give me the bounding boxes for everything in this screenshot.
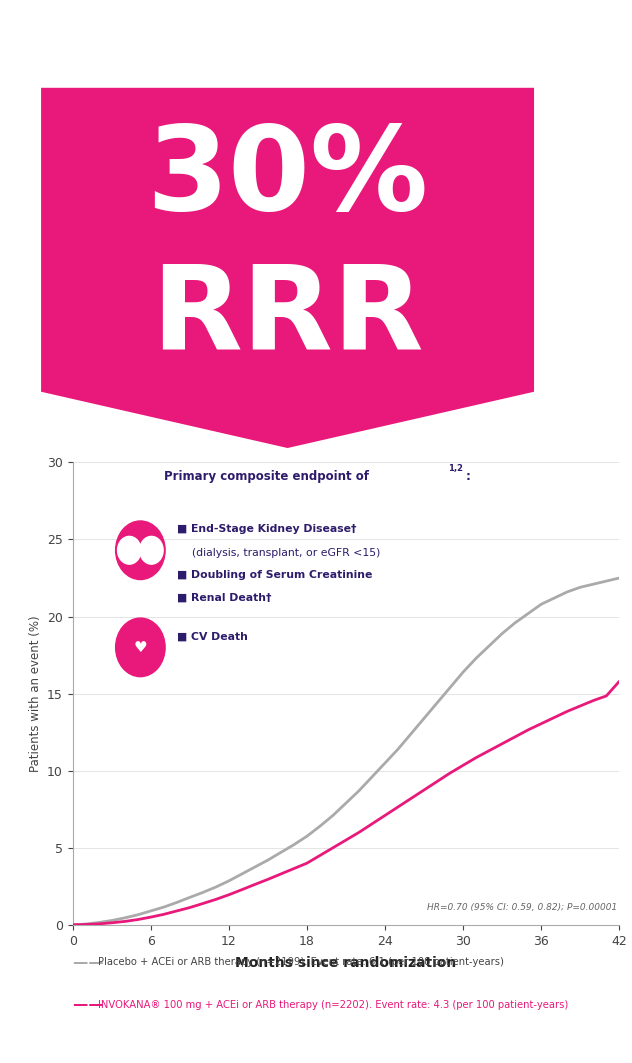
Text: :: : (466, 470, 471, 483)
Text: 1,2: 1,2 (447, 463, 463, 473)
Circle shape (116, 618, 165, 677)
Text: ——: —— (73, 955, 109, 969)
Text: ■ Doubling of Serum Creatinine: ■ Doubling of Serum Creatinine (177, 571, 372, 580)
Circle shape (140, 537, 163, 564)
Text: INVOKANA® 100 mg + ACEi or ARB therapy (n=2202). Event rate: 4.3 (per 100 patien: INVOKANA® 100 mg + ACEi or ARB therapy (… (98, 999, 568, 1010)
Y-axis label: Patients with an event (%): Patients with an event (%) (28, 615, 42, 772)
Circle shape (116, 521, 165, 579)
Text: Primary composite endpoint of: Primary composite endpoint of (164, 470, 369, 483)
Text: (dialysis, transplant, or eGFR <15): (dialysis, transplant, or eGFR <15) (192, 547, 381, 558)
Text: ——: —— (73, 997, 109, 1012)
Text: ♥: ♥ (133, 640, 147, 655)
Text: ■ Renal Death†: ■ Renal Death† (177, 593, 271, 603)
Text: ■ CV Death: ■ CV Death (177, 631, 248, 642)
Text: 30%: 30% (147, 120, 428, 235)
Text: RRR: RRR (151, 259, 424, 374)
Text: Placebo + ACEi or ARB therapy (n=2199). Event rate: 6.1 (per 100 patient-years): Placebo + ACEi or ARB therapy (n=2199). … (98, 957, 504, 967)
Text: ■ End-Stage Kidney Disease†: ■ End-Stage Kidney Disease† (177, 524, 356, 534)
Polygon shape (41, 88, 534, 448)
Circle shape (118, 537, 141, 564)
Text: CREDENCE: CREDENCE (153, 21, 353, 55)
X-axis label: Months since randomization: Months since randomization (235, 956, 457, 969)
Text: HR=0.70 (95% CI: 0.59, 0.82); P=0.00001: HR=0.70 (95% CI: 0.59, 0.82); P=0.00001 (427, 904, 617, 912)
